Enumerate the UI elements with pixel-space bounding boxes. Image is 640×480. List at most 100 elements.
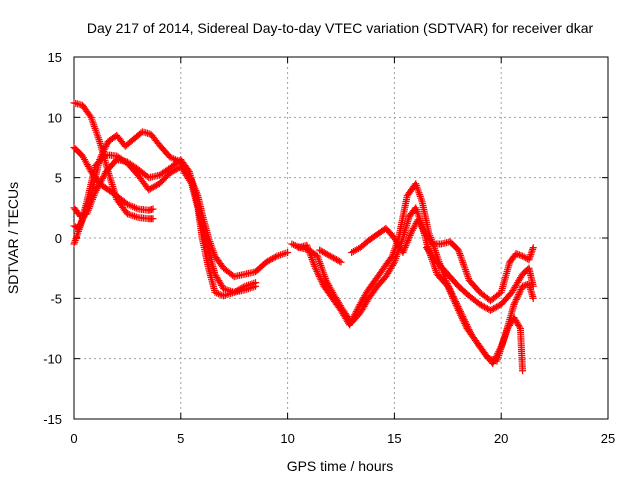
data-point bbox=[458, 311, 466, 319]
data-point bbox=[278, 250, 286, 258]
data-point bbox=[456, 306, 464, 314]
data-point bbox=[480, 303, 488, 311]
data-point bbox=[515, 289, 523, 297]
data-point bbox=[314, 271, 322, 279]
data-point bbox=[171, 166, 179, 174]
x-tick-label: 0 bbox=[70, 431, 77, 446]
data-point bbox=[455, 304, 463, 312]
data-point bbox=[351, 311, 359, 319]
data-point bbox=[466, 327, 474, 335]
data-point bbox=[132, 213, 140, 221]
data-point bbox=[352, 307, 360, 315]
data-point bbox=[517, 251, 525, 259]
data-point bbox=[331, 255, 339, 263]
data-point bbox=[514, 292, 522, 300]
data-point bbox=[151, 182, 159, 190]
data-point bbox=[456, 307, 464, 315]
data-point bbox=[515, 290, 523, 298]
data-point bbox=[314, 269, 322, 277]
data-point bbox=[101, 144, 109, 152]
data-point bbox=[264, 257, 272, 265]
data-point bbox=[86, 112, 94, 120]
data-point bbox=[465, 326, 473, 334]
data-point bbox=[213, 289, 221, 297]
data-point bbox=[334, 256, 342, 264]
y-tick-label: -10 bbox=[43, 352, 62, 367]
data-point bbox=[288, 240, 296, 248]
data-point bbox=[402, 242, 410, 250]
data-point bbox=[316, 246, 324, 254]
data-point bbox=[187, 174, 195, 182]
data-point bbox=[442, 278, 450, 286]
data-point bbox=[214, 290, 222, 298]
data-point bbox=[99, 149, 107, 157]
data-point bbox=[479, 302, 487, 310]
data-point bbox=[446, 286, 454, 294]
data-point bbox=[149, 183, 157, 191]
data-point bbox=[335, 257, 343, 265]
data-point bbox=[149, 205, 157, 213]
data-point bbox=[487, 306, 495, 314]
data-point bbox=[102, 142, 110, 150]
data-point bbox=[490, 305, 498, 313]
data-point bbox=[399, 248, 407, 256]
data-point bbox=[512, 295, 520, 303]
data-point bbox=[461, 317, 469, 325]
data-point bbox=[529, 282, 537, 290]
x-tick-label: 10 bbox=[280, 431, 294, 446]
data-point bbox=[216, 290, 224, 298]
data-point bbox=[348, 316, 356, 324]
data-point bbox=[349, 314, 357, 322]
data-point bbox=[517, 286, 525, 294]
data-point bbox=[447, 288, 455, 296]
data-point bbox=[527, 249, 535, 257]
data-point bbox=[512, 297, 520, 305]
data-point bbox=[453, 301, 461, 309]
data-point bbox=[318, 277, 326, 285]
data-point bbox=[166, 169, 174, 177]
x-tick-label: 25 bbox=[601, 431, 615, 446]
data-point bbox=[442, 276, 450, 284]
data-point bbox=[346, 319, 354, 327]
data-point bbox=[514, 250, 522, 258]
data-point bbox=[405, 235, 413, 243]
data-point bbox=[460, 316, 468, 324]
data-point bbox=[350, 312, 358, 320]
data-point bbox=[459, 312, 467, 320]
y-axis-ticks: -15 -10 -5 0 5 10 15 bbox=[43, 50, 608, 427]
data-point bbox=[527, 251, 535, 259]
data-point bbox=[445, 283, 453, 291]
data-point bbox=[267, 256, 275, 264]
grid bbox=[74, 57, 608, 419]
data-point bbox=[457, 309, 465, 317]
data-point bbox=[129, 212, 137, 220]
data-point bbox=[328, 253, 336, 261]
data-point bbox=[463, 322, 471, 330]
y-axis-label: SDTVAR / TECUs bbox=[5, 182, 21, 294]
data-point bbox=[100, 146, 108, 154]
data-point bbox=[407, 230, 415, 238]
data-point bbox=[211, 288, 219, 296]
data-point bbox=[526, 252, 534, 260]
data-point bbox=[488, 306, 496, 314]
data-point bbox=[516, 287, 524, 295]
y-tick-label: -5 bbox=[50, 291, 62, 306]
data-point bbox=[529, 244, 537, 252]
data-point bbox=[169, 167, 177, 175]
data-point bbox=[96, 154, 104, 162]
data-point bbox=[519, 282, 527, 290]
data-point bbox=[522, 281, 530, 289]
data-point bbox=[449, 291, 457, 299]
data-point bbox=[221, 291, 229, 299]
data-point bbox=[319, 248, 327, 256]
data-point bbox=[270, 254, 278, 262]
x-axis-ticks: 0 5 10 15 20 25 bbox=[70, 57, 615, 446]
data-point bbox=[148, 184, 156, 192]
data-point bbox=[168, 168, 176, 176]
data-point bbox=[332, 256, 340, 264]
data-point bbox=[400, 245, 408, 253]
data-point bbox=[510, 300, 518, 308]
data-point bbox=[145, 186, 153, 194]
data-point bbox=[451, 296, 459, 304]
